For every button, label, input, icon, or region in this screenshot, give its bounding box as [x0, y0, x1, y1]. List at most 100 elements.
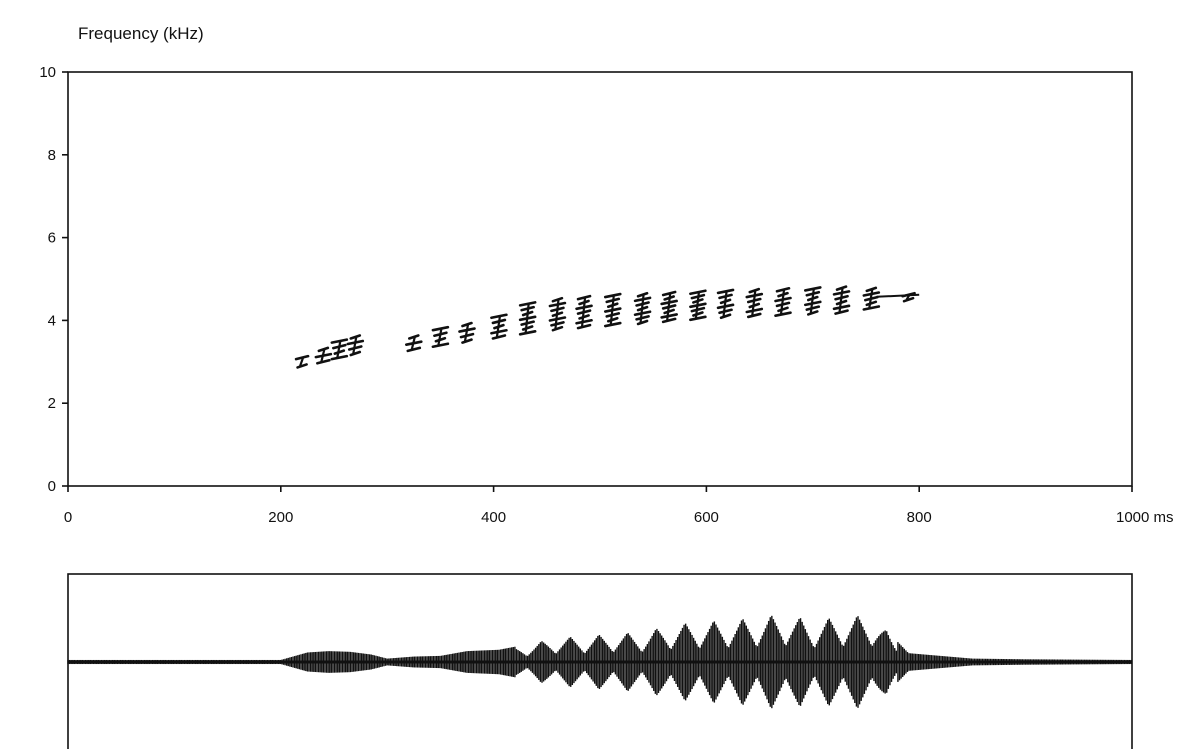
- note-stroke: [352, 336, 358, 354]
- note-stroke: [832, 304, 851, 311]
- spectrogram-plot-frame: [67, 71, 1133, 487]
- note-stroke: [330, 354, 349, 361]
- note-stroke: [296, 363, 308, 369]
- note-stroke: [576, 323, 592, 330]
- y-tick-label: 6: [48, 230, 56, 247]
- note-stroke: [580, 297, 587, 327]
- spectrogram-note: [458, 321, 476, 344]
- note-stroke: [461, 338, 473, 344]
- x-tick-label: 200: [268, 509, 293, 526]
- note-stroke: [694, 292, 700, 319]
- note-stroke: [606, 316, 619, 323]
- spectrogram-note: [745, 287, 764, 319]
- x-tick-label: 400: [481, 509, 506, 526]
- x-tick-label: 600: [694, 509, 719, 526]
- note-stroke: [806, 310, 819, 316]
- waveform-trace: [67, 615, 1132, 709]
- spectrogram-y-axis: 0 2 4 6 8 10: [39, 64, 68, 495]
- x-tick-label: 1000 ms: [1116, 509, 1174, 526]
- note-stroke: [636, 319, 649, 326]
- spectrogram-note: [603, 292, 622, 328]
- note-stroke: [521, 325, 534, 331]
- x-tick-label: 800: [907, 509, 932, 526]
- note-stroke: [809, 288, 815, 314]
- note-stroke: [661, 317, 677, 324]
- spectrogram-note: [862, 286, 881, 311]
- note-stroke: [524, 303, 530, 333]
- note-stroke: [722, 291, 728, 317]
- note-stroke: [660, 313, 678, 319]
- note-stroke: [779, 289, 786, 315]
- note-stroke: [491, 334, 507, 340]
- note-stroke: [609, 295, 615, 325]
- note-stroke: [902, 296, 915, 303]
- note-stroke: [410, 336, 416, 350]
- spectrogram-note: [575, 294, 593, 330]
- note-stroke: [551, 325, 564, 332]
- spectrogram-note: [490, 313, 508, 340]
- note-stroke: [495, 316, 502, 338]
- note-stroke: [639, 294, 645, 323]
- spectrogram-note: [314, 346, 333, 365]
- note-stroke: [774, 311, 792, 317]
- spectrogram-note: [689, 289, 707, 322]
- spectrogram-note: [404, 334, 423, 353]
- spectrogram-note: [660, 290, 678, 324]
- spectrogram-note: [803, 286, 822, 316]
- y-tick-label: 0: [48, 478, 56, 495]
- note-stroke: [299, 357, 305, 367]
- note-stroke: [751, 290, 757, 316]
- note-stroke: [777, 306, 789, 313]
- note-stroke: [666, 293, 672, 321]
- note-stroke: [490, 328, 508, 335]
- spectrogram-note: [518, 301, 537, 336]
- note-stroke: [316, 358, 331, 365]
- note-stroke: [745, 307, 764, 314]
- y-tick-label: 8: [48, 147, 56, 164]
- note-stroke: [834, 309, 849, 315]
- spectrogram-note: [716, 288, 735, 320]
- note-stroke: [838, 287, 844, 313]
- note-tail: [876, 293, 920, 298]
- spectrogram-note: [431, 325, 450, 349]
- spectrogram-note: [633, 291, 652, 326]
- note-stroke: [805, 305, 821, 311]
- note-stroke: [431, 342, 450, 349]
- note-stroke: [336, 340, 342, 358]
- note-stroke: [320, 349, 326, 363]
- note-stroke: [692, 311, 704, 317]
- spectrogram-note: [832, 285, 851, 315]
- note-stroke: [575, 318, 593, 325]
- note-stroke: [518, 330, 537, 336]
- note-stroke: [554, 299, 560, 329]
- spectrogram-note: [346, 334, 365, 357]
- y-tick-label: 10: [39, 64, 56, 81]
- note-stroke: [603, 321, 622, 328]
- note-stroke: [635, 315, 650, 321]
- note-stroke: [406, 346, 422, 353]
- spectrogram-note: [294, 354, 310, 369]
- note-stroke: [719, 313, 732, 320]
- note-stroke: [868, 289, 874, 309]
- waveform-chart: [67, 573, 1133, 749]
- spectrogram-note: [548, 296, 567, 332]
- note-stroke: [718, 308, 733, 315]
- note-stroke: [689, 315, 707, 322]
- note-stroke: [746, 312, 762, 319]
- note-stroke: [550, 321, 565, 327]
- x-tick-label: 0: [64, 509, 72, 526]
- spectrogram-x-axis: 0 200 400 600 800 1000 ms: [64, 486, 1174, 526]
- note-stroke: [862, 305, 881, 311]
- note-stroke: [865, 300, 878, 307]
- spectrogram-note: [330, 338, 349, 361]
- y-tick-label: 2: [48, 395, 56, 412]
- spectrogram-notes: [294, 285, 920, 369]
- spectrogram-chart: Frequency (kHz) 0 2 4 6 8 10 0 200 400 600 800 100…: [39, 24, 1173, 526]
- note-stroke: [349, 350, 362, 357]
- spectrogram-note: [774, 286, 792, 317]
- y-tick-label: 4: [48, 312, 56, 329]
- note-stroke: [437, 328, 443, 346]
- y-axis-title: Frequency (kHz): [78, 24, 204, 43]
- note-stroke: [463, 324, 470, 342]
